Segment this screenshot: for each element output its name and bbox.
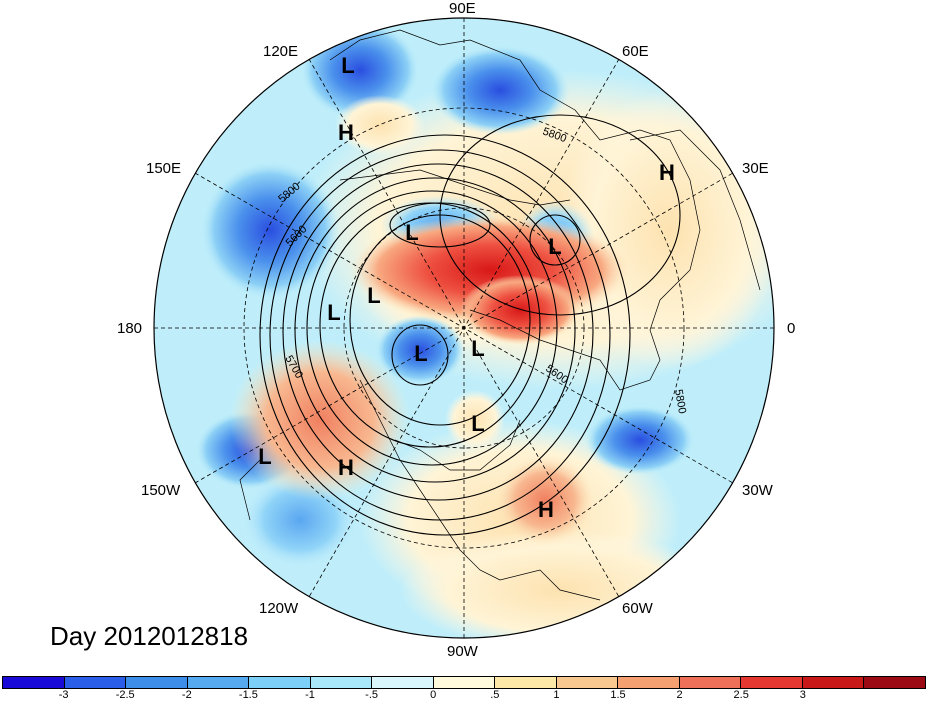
colorbar-tick-label: -1.5 — [238, 689, 258, 701]
system-label: L — [341, 53, 354, 78]
lon-label-90w: 90W — [447, 643, 478, 660]
lon-label-30w: 30W — [742, 482, 773, 499]
coastlines — [239, 29, 761, 601]
colorbar — [2, 676, 926, 689]
colorbar-swatch — [495, 677, 557, 688]
colorbar-swatch — [741, 677, 803, 688]
colorbar-swatch — [126, 677, 188, 688]
colorbar-tick-label: -2.5 — [115, 689, 135, 701]
lon-label-150e: 150E — [146, 160, 182, 177]
colorbar-tick-label: 2.5 — [733, 689, 749, 701]
colorbar-swatch — [372, 677, 434, 688]
system-label: H — [338, 120, 354, 145]
system-label: L — [471, 411, 484, 436]
colorbar-swatch — [3, 677, 65, 688]
lon-label-90e: 90E — [449, 0, 476, 17]
lon-label-60w: 60W — [622, 600, 653, 617]
lon-label-30e: 30E — [742, 160, 769, 177]
colorbar-tick-label: -3 — [58, 689, 69, 701]
system-label: L — [327, 300, 340, 325]
system-label: H — [659, 160, 675, 185]
colorbar-tick-label: 0 — [430, 689, 437, 701]
colorbar-swatch — [556, 677, 619, 688]
colorbar-tick-label: 1 — [553, 689, 560, 701]
lon-label-120w: 120W — [259, 600, 299, 617]
lon-label-180: 180 — [117, 320, 143, 337]
pressure-system-labels: L H H L L L L L L L H L H — [258, 53, 675, 522]
map-title: Day 2012012818 — [50, 621, 249, 651]
graticule — [154, 18, 774, 638]
colorbar-swatch — [679, 677, 742, 688]
system-label: L — [258, 444, 271, 469]
system-label: L — [414, 341, 427, 366]
system-label: H — [538, 497, 554, 522]
colorbar-swatch — [187, 677, 250, 688]
colorbar-tick-label: 1.5 — [610, 689, 626, 701]
anomaly-field — [154, 18, 774, 638]
colorbar-swatch — [310, 677, 373, 688]
colorbar-swatch — [618, 677, 680, 688]
colorbar-tick-label: -2 — [181, 689, 192, 701]
lon-label-60e: 60E — [622, 43, 649, 60]
height-contours — [259, 114, 681, 536]
colorbar-swatch — [64, 677, 127, 688]
colorbar-tick-label: -1 — [305, 689, 315, 701]
lon-label-150w: 150W — [141, 482, 181, 499]
colorbar-tick-label: 2 — [676, 689, 683, 701]
lon-label-120e: 120E — [263, 43, 299, 60]
system-label: L — [367, 283, 380, 308]
system-label: L — [405, 220, 418, 245]
system-label: H — [338, 455, 354, 480]
colorbar-swatch — [802, 677, 865, 688]
colorbar-swatch — [249, 677, 311, 688]
colorbar-swatch — [433, 677, 496, 688]
system-label: L — [548, 234, 561, 259]
colorbar-tick-label: .5 — [490, 689, 500, 701]
map-boundary — [153, 17, 775, 639]
colorbar-tick-label: 3 — [799, 689, 806, 701]
system-label: L — [471, 336, 484, 361]
colorbar-tick-label: -.5 — [365, 689, 379, 701]
contour-label: 5800 — [672, 388, 688, 414]
lon-label-0: 0 — [787, 320, 796, 337]
colorbar-swatch — [864, 677, 925, 688]
